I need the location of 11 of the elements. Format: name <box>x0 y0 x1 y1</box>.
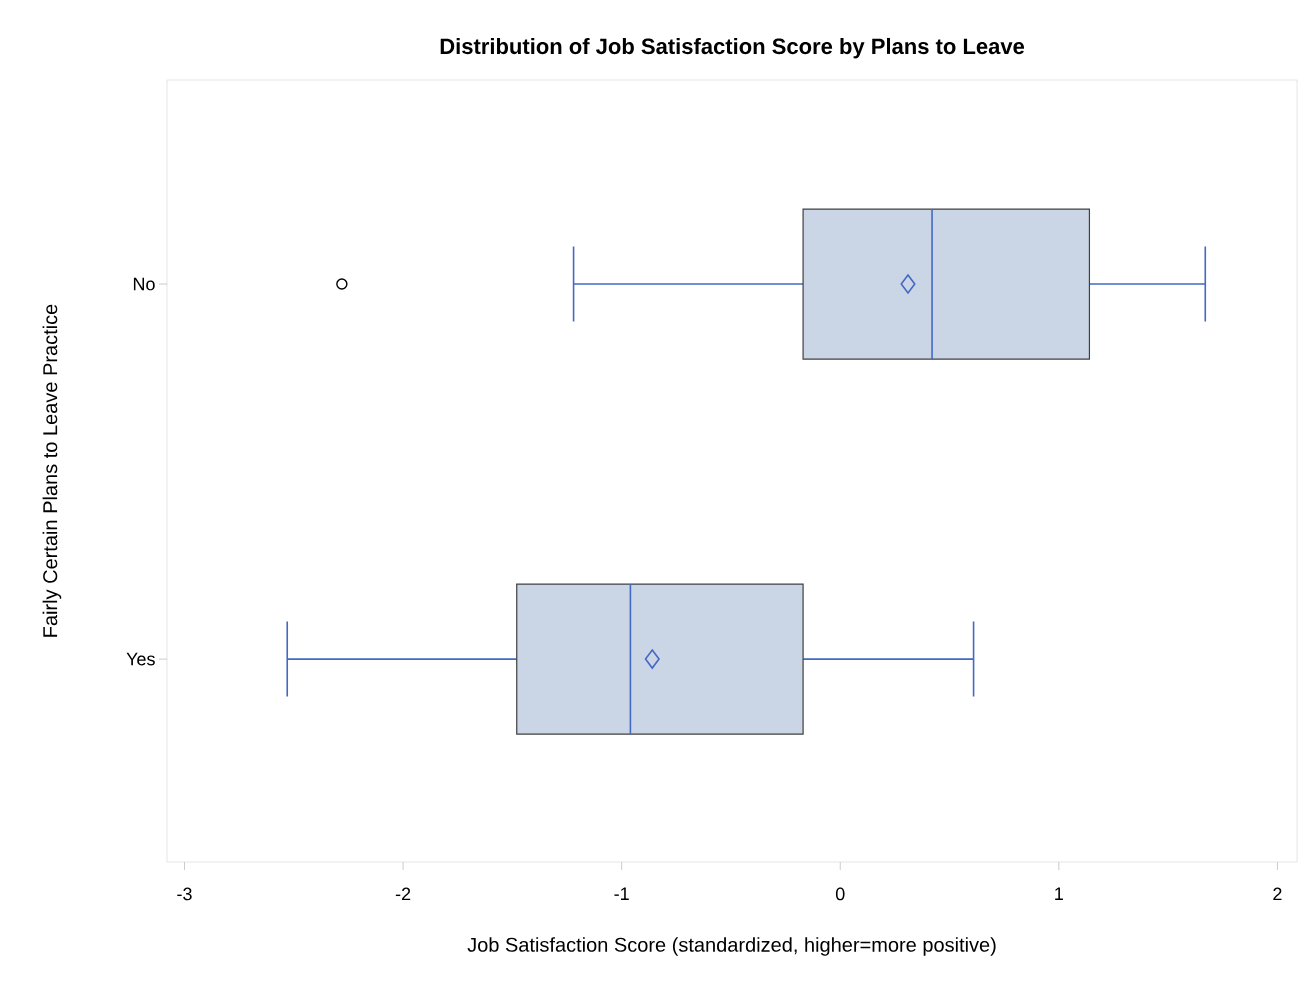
chart-title: Distribution of Job Satisfaction Score by Plans to Leave <box>440 37 1025 59</box>
y-tick-label: Yes <box>126 652 155 666</box>
x-tick-label: 1 <box>1055 887 1063 900</box>
x-tick-label: 0 <box>835 887 845 901</box>
x-tick-label: 2 <box>1273 887 1282 901</box>
x-tick-label: -1 <box>614 887 629 900</box>
x-tick-label: -2 <box>395 887 411 901</box>
x-tick-label: -3 <box>177 887 192 901</box>
y-axis-title: Fairly Certain Plans to Leave Practice <box>42 304 62 637</box>
x-axis-title: Job Satisfaction Score (standardized, higher=more positive) <box>467 937 996 956</box>
y-tick-label: No <box>133 277 155 291</box>
